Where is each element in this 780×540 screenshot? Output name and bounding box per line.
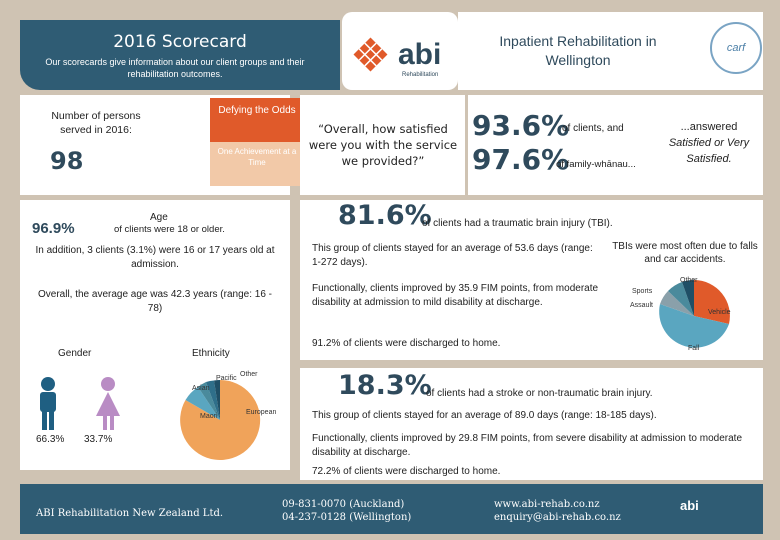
ethnicity-slice-pacific bbox=[206, 380, 220, 420]
achievement-banner: One Achievement at a Time bbox=[210, 142, 304, 186]
tbi-slice-other bbox=[682, 279, 694, 316]
ethnicity-slice-other bbox=[214, 380, 220, 420]
tbi-home-text: 91.2% of clients were discharged to home… bbox=[312, 338, 501, 349]
footer-phones: 09-831-0070 (Auckland) 04-237-0128 (Well… bbox=[282, 498, 411, 524]
satisfaction-results-panel: 93.6% of clients, and 97.6% of family-wh… bbox=[468, 95, 763, 195]
tbi-title: of clients had a traumatic brain injury … bbox=[422, 218, 613, 229]
carf-badge-text: carf bbox=[726, 42, 746, 54]
header-banner: 2016 Scorecard Our scorecards give infor… bbox=[20, 20, 340, 90]
email-link[interactable]: enquiry@abi-rehab.co.nz bbox=[494, 512, 621, 523]
phone-auckland: 09-831-0070 (Auckland) bbox=[282, 499, 405, 510]
carf-badge-icon: carf bbox=[710, 22, 762, 74]
ethnicity-slice-asian bbox=[198, 382, 220, 420]
footer-contact: www.abi-rehab.co.nz enquiry@abi-rehab.co… bbox=[494, 498, 621, 524]
gender-label: Gender bbox=[58, 348, 92, 359]
male-pct: 66.3% bbox=[36, 434, 65, 445]
tbi-panel: 81.6% of clients had a traumatic brain i… bbox=[300, 200, 763, 360]
satisfaction-question: “Overall, how satisfied were you with th… bbox=[308, 122, 458, 168]
ethnicity-slice-european bbox=[180, 379, 261, 460]
tbi-slice-sports bbox=[668, 282, 694, 316]
tbi-label-assault: Assault bbox=[630, 302, 653, 309]
demographics-panel: Age 96.9% of clients were 18 or older. I… bbox=[20, 200, 290, 470]
tbi-label-fall: Fall bbox=[688, 345, 700, 352]
tbi-slice-assault bbox=[660, 291, 694, 316]
persons-served-label: Number of persons served in 2016: bbox=[51, 110, 141, 136]
stroke-home-text: 72.2% of clients were discharged to home… bbox=[312, 466, 501, 477]
persons-served-value: 98 bbox=[50, 147, 84, 175]
location-panel: Inpatient Rehabilitation in Wellington c… bbox=[458, 12, 763, 90]
tbi-cause-pie-chart: Other Sports Assault Vehicle Fall bbox=[630, 277, 731, 352]
answered-italic: Satisfied or Very Satisfied. bbox=[668, 137, 750, 165]
tbi-label-other: Other bbox=[680, 277, 698, 284]
tbi-slice-fall bbox=[659, 304, 729, 348]
abi-logo-icon: abi Rehabilitation bbox=[353, 37, 441, 78]
stroke-stay-text: This group of clients stayed for an aver… bbox=[312, 410, 657, 421]
answered-prefix: ...answered bbox=[680, 121, 738, 133]
stroke-panel: 18.3% of clients had a stroke or non-tra… bbox=[300, 368, 763, 480]
adult-pct: 96.9% bbox=[32, 220, 75, 237]
family-satisfied-pct: 97.6% bbox=[472, 143, 570, 176]
tbi-stay-text: This group of clients stayed for an aver… bbox=[312, 243, 593, 268]
footer-org: ABI Rehabilitation New Zealand Ltd. bbox=[36, 508, 224, 519]
stroke-title: of clients had a stroke or non-traumatic… bbox=[426, 388, 653, 399]
abi-logo: abi Rehabilitation bbox=[342, 12, 458, 90]
family-satisfied-text: of family-whānau... bbox=[556, 159, 636, 170]
satisfaction-question-panel: “Overall, how satisfied were you with th… bbox=[300, 95, 465, 195]
ethnicity-label-maori: Maori bbox=[200, 413, 218, 420]
footer: ABI Rehabilitation New Zealand Ltd. 09-8… bbox=[20, 484, 763, 534]
age-title: Age bbox=[150, 212, 168, 223]
phone-wellington: 04-237-0128 (Wellington) bbox=[282, 512, 412, 523]
tbi-fim-text: Functionally, clients improved by 35.9 F… bbox=[312, 283, 599, 308]
location-title: Inpatient Rehabilitation in Wellington bbox=[499, 33, 657, 68]
tbi-label-sports: Sports bbox=[632, 288, 653, 295]
stroke-fim-text: Functionally, clients improved by 29.8 F… bbox=[312, 433, 742, 458]
tbi-label-vehicle: Vehicle bbox=[708, 309, 731, 316]
page-subtitle: Our scorecards give information about ou… bbox=[45, 57, 305, 79]
tbi-slice-vehicle bbox=[694, 280, 730, 324]
persons-served-panel: Number of persons served in 2016: 98 Def… bbox=[20, 95, 304, 195]
ethnicity-label-european: European bbox=[246, 409, 276, 416]
average-age-text: Overall, the average age was 42.3 years … bbox=[37, 289, 273, 314]
ethnicity-label-asian: Asian bbox=[192, 385, 210, 392]
ethnicity-slice-maori bbox=[185, 387, 220, 420]
ethnicity-pie-chart: Pacific Other Asian Maori European bbox=[180, 371, 276, 460]
logo-text: abi bbox=[398, 38, 441, 71]
website-link[interactable]: www.abi-rehab.co.nz bbox=[494, 499, 600, 510]
answered-text: ...answered Satisfied or Very Satisfied. bbox=[664, 119, 754, 167]
ethnicity-label-pacific: Pacific bbox=[216, 375, 237, 382]
youth-text: In addition, 3 clients (3.1%) were 16 or… bbox=[35, 245, 275, 270]
stroke-pct: 18.3% bbox=[338, 370, 432, 401]
gender-figures bbox=[40, 377, 120, 430]
tbi-pct: 81.6% bbox=[338, 200, 432, 231]
logo-subtext: Rehabilitation bbox=[402, 72, 438, 78]
page-title: 2016 Scorecard bbox=[113, 32, 247, 52]
clients-satisfied-pct: 93.6% bbox=[472, 109, 570, 142]
female-figure-icon bbox=[96, 377, 120, 430]
footer-abi-logo-icon: abi bbox=[680, 498, 699, 513]
ethnicity-label: Ethnicity bbox=[192, 348, 230, 359]
male-figure-icon bbox=[40, 377, 56, 430]
adult-text: of clients were 18 or older. bbox=[114, 224, 225, 235]
female-pct: 33.7% bbox=[84, 434, 113, 445]
clients-satisfied-text: of clients, and bbox=[562, 123, 624, 134]
tbi-cause-note: TBIs were most often due to falls and ca… bbox=[612, 241, 758, 265]
ethnicity-label-other: Other bbox=[240, 371, 258, 378]
defying-odds-banner: Defying the Odds bbox=[210, 98, 304, 142]
